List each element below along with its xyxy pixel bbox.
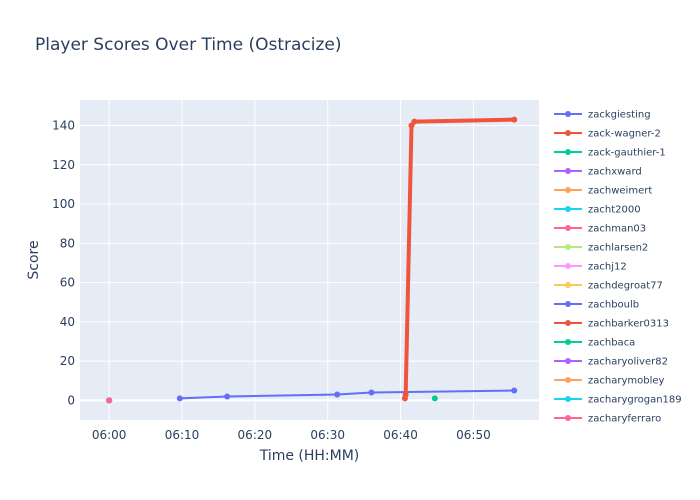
legend-item: zacharyoliver82 (554, 357, 668, 368)
y-tick-label: 60 (60, 276, 75, 290)
legend-label: zack-wagner-2 (588, 129, 661, 140)
legend-swatch-marker (565, 149, 571, 155)
x-axis-ticks: 06:00 06:10 06:20 06:30 06:40 06:50 (92, 428, 491, 442)
y-tick-label: 140 (52, 119, 75, 133)
legend-label: zachweimert (588, 186, 652, 197)
y-tick-label: 120 (52, 158, 75, 172)
legend-item: zacharygrogan189 (554, 395, 682, 406)
legend-swatch-marker (565, 358, 571, 364)
legend-label: zachman03 (588, 224, 646, 235)
legend-swatch-marker (565, 320, 571, 326)
legend-item: zack-wagner-2 (554, 129, 661, 140)
legend-item: zacharyferraro (554, 414, 661, 425)
legend-swatch-marker (565, 111, 571, 117)
chart-title: Player Scores Over Time (Ostracize) (35, 35, 342, 55)
legend-item: zachlarsen2 (554, 243, 648, 254)
legend-item: zachman03 (554, 224, 646, 235)
series-layer (106, 116, 518, 404)
legend-label: zachbarker0313 (588, 319, 669, 330)
x-axis-title: Time (HH:MM) (259, 448, 360, 464)
legend-item: zachboulb (554, 300, 639, 311)
legend-label: zacht2000 (588, 205, 641, 216)
y-tick-label: 0 (67, 393, 75, 407)
legend-swatch-marker (565, 225, 571, 231)
legend-item: zacharymobley (554, 376, 665, 387)
y-tick-label: 20 (60, 354, 75, 368)
legend-item: zackgiesting (554, 110, 651, 121)
data-point (224, 393, 231, 400)
legend-label: zacharymobley (588, 376, 665, 387)
data-point (511, 387, 518, 394)
legend-swatch-marker (565, 396, 571, 402)
x-tick-label: 06:20 (238, 428, 273, 442)
legend-swatch-marker (565, 187, 571, 193)
legend-label: zackgiesting (588, 110, 651, 121)
data-point (431, 395, 438, 402)
grid (80, 100, 539, 420)
legend-label: zachdegroat77 (588, 281, 663, 292)
legend-label: zack-gauthier-1 (588, 148, 666, 159)
y-tick-label: 100 (52, 197, 75, 211)
data-point (176, 395, 183, 402)
y-axis-title: Score (26, 240, 42, 279)
legend-swatch-marker (565, 168, 571, 174)
legend-item: zachbaca (554, 338, 635, 349)
data-point (411, 118, 418, 125)
legend-swatch-marker (565, 339, 571, 345)
legend-item: zacht2000 (554, 205, 641, 216)
data-point (106, 397, 113, 404)
legend-label: zachxward (588, 167, 642, 178)
legend-item: zachdegroat77 (554, 281, 663, 292)
y-axis-ticks: 0 20 40 60 80 100 120 140 (52, 119, 75, 408)
legend-item: zachj12 (554, 262, 627, 273)
series-zacharyferraro (106, 397, 113, 404)
legend-swatch-marker (565, 263, 571, 269)
legend-swatch-marker (565, 282, 571, 288)
legend-swatch-marker (565, 377, 571, 383)
series-zack-wagner-2 (401, 116, 518, 402)
legend: zackgiesting zack-wagner-2 zack-gauthier-1… (554, 110, 682, 425)
x-tick-label: 06:40 (383, 428, 418, 442)
series-zack-gauthier-1 (431, 395, 438, 402)
data-point (368, 389, 375, 396)
x-tick-label: 06:30 (310, 428, 345, 442)
legend-swatch-marker (565, 415, 571, 421)
x-tick-label: 06:00 (92, 428, 127, 442)
x-tick-label: 06:50 (456, 428, 491, 442)
legend-label: zachboulb (588, 300, 639, 311)
legend-item: zachweimert (554, 186, 652, 197)
data-point (402, 391, 409, 398)
y-tick-label: 40 (60, 315, 75, 329)
legend-label: zachbaca (588, 338, 635, 349)
x-tick-label: 06:10 (165, 428, 200, 442)
legend-item: zachxward (554, 167, 642, 178)
plot-area (80, 100, 539, 420)
data-point (334, 391, 341, 398)
legend-swatch-marker (565, 244, 571, 250)
legend-item: zack-gauthier-1 (554, 148, 666, 159)
legend-item: zachbarker0313 (554, 319, 669, 330)
legend-label: zacharyferraro (588, 414, 661, 425)
legend-swatch-marker (565, 130, 571, 136)
legend-swatch-marker (565, 206, 571, 212)
data-point (511, 116, 518, 123)
legend-label: zacharyoliver82 (588, 357, 668, 368)
legend-label: zachlarsen2 (588, 243, 648, 254)
legend-swatch-marker (565, 301, 571, 307)
y-tick-label: 80 (60, 236, 75, 250)
legend-label: zachj12 (588, 262, 627, 273)
legend-label: zacharygrogan189 (588, 395, 682, 406)
series-zackgiesting (176, 387, 518, 402)
